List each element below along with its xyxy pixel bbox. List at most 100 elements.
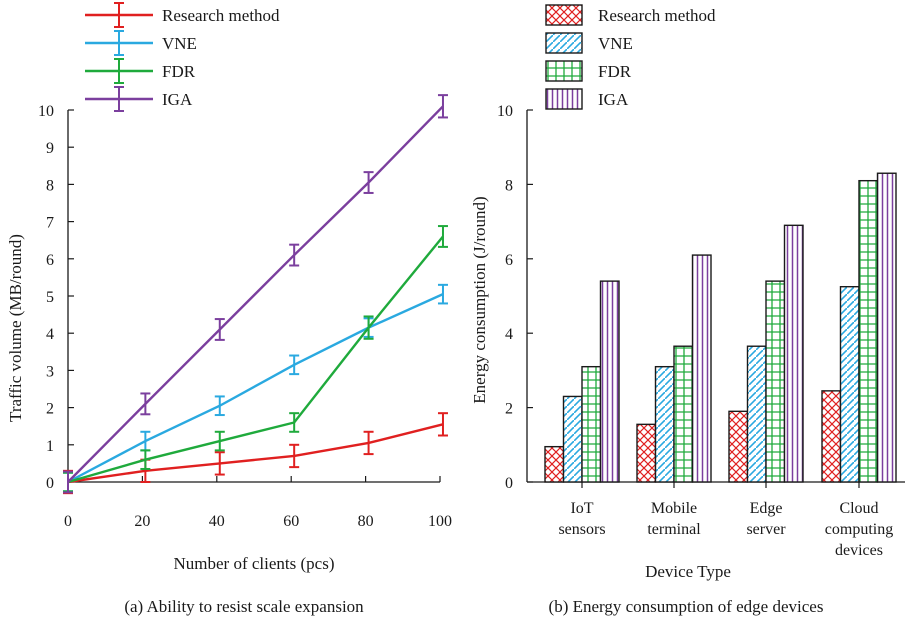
legend-label: FDR [162, 62, 196, 81]
category-label: Mobile [651, 500, 697, 517]
error-bar [214, 451, 225, 476]
legend-label: Research method [162, 6, 280, 25]
y-tick-label: 9 [46, 140, 54, 157]
bar-legend-label: FDR [598, 62, 632, 81]
y-tick-label: 2 [46, 401, 54, 418]
category-label: Edge [750, 500, 783, 517]
error-bar [140, 392, 151, 416]
error-bar [363, 430, 374, 456]
category-label: computing [825, 521, 893, 538]
bar-legend-swatch [545, 88, 583, 110]
category-label: server [746, 521, 786, 538]
error-bar [437, 283, 448, 305]
bar-1-1 [654, 365, 675, 483]
line-chart-y-ticks: 0 1 2 3 4 5 6 7 8 9 10 [38, 103, 74, 492]
x-tick-label: 80 [358, 513, 374, 530]
bar-0-3 [821, 390, 842, 483]
bar-y-tick-label: 6 [505, 252, 513, 269]
series-line-2 [67, 235, 444, 484]
category-label: Cloud [839, 500, 878, 517]
bar-legend-item: FDR [545, 60, 632, 82]
bar-chart-legend: Research method VNE FDR IGA [545, 4, 716, 110]
legend-label: VNE [162, 34, 197, 53]
error-bar [363, 171, 374, 194]
error-bar [289, 354, 300, 376]
bar-2-3 [858, 179, 879, 483]
bar-chart-panel: Research method VNE FDR IGA 0 2 4 6 8 10 IoT sens… [470, 4, 905, 616]
bar-1-0 [562, 395, 583, 483]
error-bar [140, 449, 151, 470]
bar-legend-swatch [545, 60, 583, 82]
bar-y-tick-label: 0 [505, 475, 513, 492]
legend-item: FDR [85, 58, 196, 84]
bar-3-0 [599, 280, 620, 483]
bar-chart-x-ticks: IoT sensors Mobile terminal Edge server Cloud c… [558, 482, 893, 559]
bar-legend-item: Research method [545, 4, 716, 26]
series-line-3 [67, 105, 444, 483]
bar-chart-y-ticks: 0 2 4 6 8 10 [497, 103, 533, 492]
error-bar [437, 412, 448, 437]
bar-2-2 [765, 280, 786, 483]
y-tick-label: 0 [46, 475, 54, 492]
legend-item: Research method [85, 2, 280, 28]
bar-chart-x-axis-title: Device Type [645, 562, 731, 581]
line-chart-panel: Research method VNE FDR IGA 0 1 2 3 4 5 6 7 8 9 10 0 2… [6, 2, 452, 616]
legend-item: IGA [85, 86, 193, 112]
x-tick-label: 20 [134, 513, 150, 530]
error-bar [289, 243, 300, 267]
y-tick-label: 1 [46, 438, 54, 455]
y-tick-label: 7 [46, 215, 54, 232]
error-bar [437, 94, 448, 119]
bar-2-0 [581, 365, 602, 483]
line-chart-legend: Research method VNE FDR IGA [85, 2, 280, 112]
bar-legend-swatch [545, 32, 583, 54]
error-bar [289, 412, 300, 433]
line-chart-series [63, 94, 448, 495]
category-label: sensors [558, 521, 605, 538]
bar-2-1 [673, 345, 694, 483]
line-chart-x-ticks: 0 20 40 60 80 100 [64, 476, 452, 530]
category-label: devices [835, 542, 883, 559]
bar-0-2 [728, 410, 749, 483]
y-tick-label: 6 [46, 252, 54, 269]
error-bar [289, 443, 300, 469]
bar-1-3 [839, 286, 860, 483]
x-tick-label: 0 [64, 513, 72, 530]
y-tick-label: 4 [46, 326, 54, 343]
bar-chart-bars [544, 172, 897, 483]
y-tick-label: 3 [46, 363, 54, 380]
category-label: terminal [647, 521, 701, 538]
bar-chart-caption: (b) Energy consumption of edge devices [549, 597, 824, 616]
bar-3-1 [691, 254, 712, 483]
line-chart-x-axis-title: Number of clients (pcs) [174, 554, 335, 573]
bar-3-2 [783, 224, 804, 483]
bar-0-0 [544, 445, 565, 483]
bar-legend-label: IGA [598, 90, 629, 109]
legend-item: VNE [85, 30, 197, 56]
bar-legend-label: Research method [598, 6, 716, 25]
y-tick-label: 5 [46, 289, 54, 306]
x-tick-label: 40 [209, 513, 225, 530]
bar-legend-swatch [545, 4, 583, 26]
error-bar [63, 470, 73, 494]
bar-y-tick-label: 8 [505, 177, 513, 194]
error-bar [214, 395, 225, 417]
bar-legend-item: IGA [545, 88, 629, 110]
series-line-0 [67, 423, 444, 484]
bar-1-2 [746, 345, 767, 483]
bar-chart-y-axis-title: Energy consumption (J/round) [470, 196, 489, 403]
bar-legend-item: VNE [545, 32, 633, 54]
bar-0-1 [636, 423, 657, 483]
bar-3-3 [876, 172, 897, 483]
error-bar [214, 318, 225, 341]
error-bar [214, 430, 225, 452]
line-chart-caption: (a) Ability to resist scale expansion [124, 597, 364, 616]
x-tick-label: 60 [283, 513, 299, 530]
series-line-1 [67, 293, 444, 484]
bar-legend-label: VNE [598, 34, 633, 53]
error-bar [363, 315, 374, 340]
bar-y-tick-label: 10 [497, 103, 513, 120]
y-tick-label: 10 [38, 103, 54, 120]
legend-label: IGA [162, 90, 193, 109]
